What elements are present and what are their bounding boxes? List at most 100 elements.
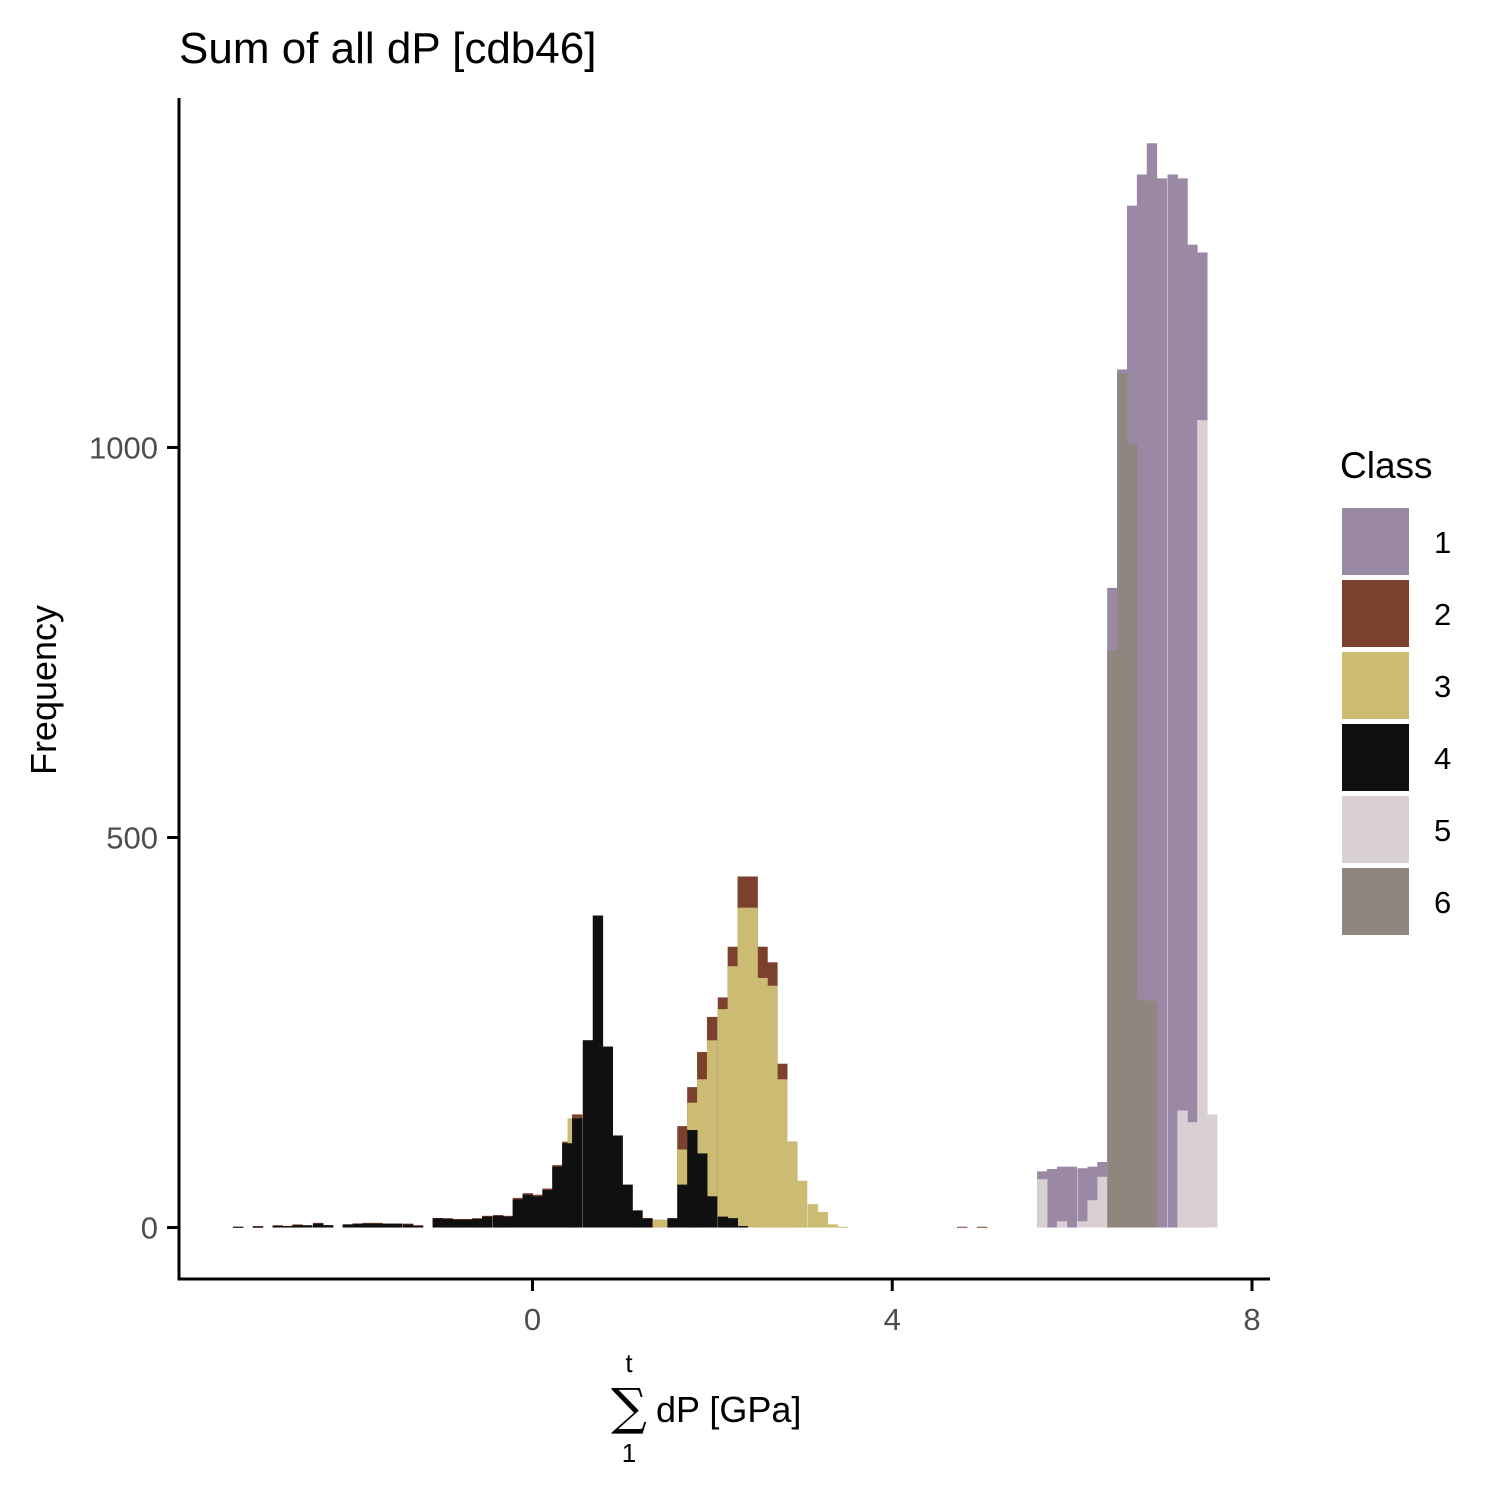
legend-label-class-5: 5 [1434,813,1451,848]
bar-class-1 [1156,178,1168,1228]
x-ticks: 0 4 8 [524,1279,1261,1337]
bar-class-4 [342,1224,354,1228]
bar-class-4 [322,1225,334,1228]
bar-class-4 [512,1199,524,1228]
bar-class-4 [272,1225,283,1228]
legend-swatch-class-1 [1342,508,1409,575]
y-tick-label: 0 [141,1211,158,1246]
legend-swatch-class-2 [1342,580,1409,647]
x-tick-label: 4 [884,1302,901,1337]
bar-class-4 [727,1218,739,1228]
bar-class-3 [817,1211,828,1228]
x-axis-title-text: dP [GPa] [656,1389,801,1430]
x-tick-label: 0 [524,1302,541,1337]
legend-items: 1 2 3 4 5 6 [1342,508,1451,935]
bar-class-3 [747,907,758,1228]
bar-class-6 [1136,999,1148,1228]
bar-class-3 [827,1224,838,1228]
bar-class-4 [667,1218,678,1228]
bar-class-4 [562,1143,573,1228]
bar-class-5 [1077,1221,1088,1228]
y-tick-label: 500 [106,820,158,855]
bar-class-4 [482,1216,493,1228]
bar-class-4 [622,1184,633,1228]
bar-class-4 [472,1218,483,1228]
bar-class-4 [612,1135,623,1228]
bar-class-3 [757,977,768,1228]
y-axis-title: Frequency [23,605,64,775]
bar-class-5 [1097,1176,1108,1228]
x-axis-title: t ∑ 1 dP [GPa] [611,1348,801,1468]
bar-class-4 [402,1224,414,1228]
bar-class-3 [657,1219,668,1228]
bar-class-4 [452,1219,463,1228]
legend-label-class-6: 6 [1434,885,1451,920]
bar-class-4 [532,1196,543,1228]
bar-class-4 [592,915,604,1228]
bar-class-3 [807,1204,819,1228]
bar-class-1 [1046,1169,1058,1228]
y-ticks: 0 500 1000 [89,430,179,1246]
bar-class-4 [412,1225,424,1228]
legend-label-class-4: 4 [1434,741,1451,776]
bar-class-5 [1187,1122,1198,1228]
bar-class-4 [552,1166,563,1228]
bar-class-4 [302,1225,313,1228]
bar-class-4 [432,1218,444,1228]
bar-class-3 [727,966,739,1228]
bar-class-1 [1087,1166,1098,1228]
bar-class-3 [837,1226,848,1228]
bar-class-4 [232,1226,244,1228]
bar-class-1 [1146,143,1158,1228]
bar-class-5 [1056,1221,1068,1228]
bar-class-4 [677,1184,688,1228]
bar-class-3 [787,1141,798,1228]
bar-class-4 [697,1153,708,1228]
legend-swatch-class-6 [1342,868,1409,935]
x-axis-title-sum-symbol: ∑ [611,1378,647,1436]
bar-class-1 [1066,1166,1078,1228]
bar-class-1 [1056,1166,1068,1228]
legend: Class 1 2 3 4 5 6 [1340,445,1451,935]
bar-class-3 [647,1219,658,1228]
bar-class-3 [577,1149,588,1228]
bar-class-3 [767,985,778,1228]
bar-class-4 [392,1223,403,1228]
bar-class-4 [352,1223,363,1228]
bar-class-5 [1207,1114,1218,1228]
bar-class-5 [1087,1200,1098,1228]
legend-title: Class [1340,445,1433,486]
bar-class-5 [1037,1179,1048,1228]
bar-class-4 [582,1040,594,1228]
bar-class-5 [1197,420,1208,1228]
bar-class-4 [632,1210,643,1228]
legend-swatch-class-3 [1342,652,1409,719]
legend-label-class-3: 3 [1434,669,1451,704]
bar-class-4 [717,1216,729,1228]
bar-class-4 [642,1218,653,1228]
bar-class-4 [687,1130,698,1228]
bar-class-4 [382,1223,393,1228]
bar-class-4 [602,1046,614,1228]
bar-class-1 [1077,1168,1088,1228]
x-tick-label: 8 [1243,1302,1260,1337]
bar-class-2 [957,1226,968,1228]
x-axis-title-upper-limit: t [625,1348,633,1378]
bar-class-6 [1117,373,1128,1228]
bar-class-3 [796,1180,808,1228]
bar-class-1 [1136,174,1148,1228]
x-axis-title-lower-limit: 1 [622,1438,636,1468]
bar-class-6 [1146,1001,1158,1228]
bar-class-4 [502,1216,514,1228]
bar-class-4 [737,1225,748,1228]
bar-class-5 [1177,1110,1188,1228]
bar-class-3 [717,1009,729,1228]
bar-class-4 [492,1215,504,1228]
bar-class-4 [292,1225,303,1228]
bar-class-4 [252,1226,264,1228]
legend-swatch-class-5 [1342,796,1409,863]
y-tick-label: 1000 [89,430,158,465]
bar-class-6 [1126,443,1138,1228]
bar-class-2 [976,1226,988,1228]
